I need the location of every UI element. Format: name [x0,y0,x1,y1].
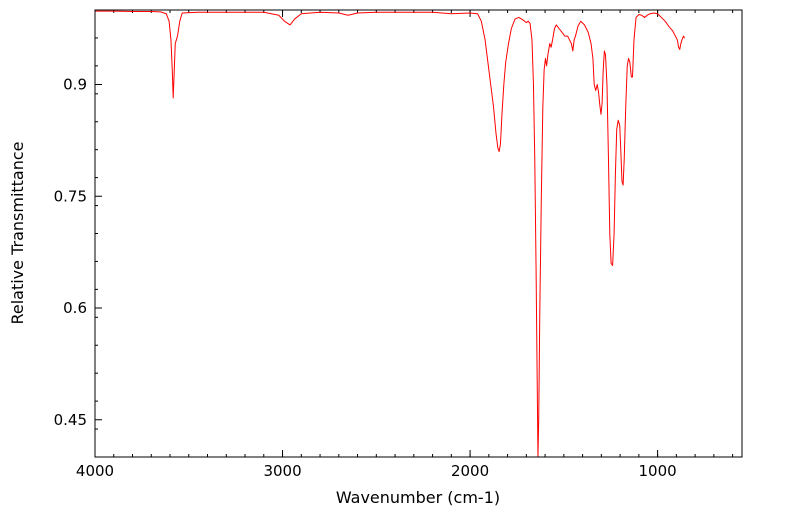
x-axis-title: Wavenumber (cm-1) [336,488,500,507]
y-tick-label: 0.9 [63,76,87,94]
x-tick-label: 4000 [76,462,114,480]
x-tick-label: 1000 [639,462,677,480]
spectrum-line [95,10,686,457]
y-tick-label: 0.75 [54,187,87,205]
y-tick-label: 0.45 [54,411,87,429]
y-tick-label: 0.6 [63,299,87,317]
x-tick-labels: 4000 3000 2000 1000 [76,462,677,480]
plot-frame [94,9,743,458]
x-tick-label: 2000 [451,462,489,480]
series-layer [95,10,686,457]
x-tick-label: 3000 [263,462,301,480]
y-axis-title: Relative Transmittance [8,141,27,324]
y-tick-labels: 0.9 0.75 0.6 0.45 [54,76,87,429]
plot-background [95,10,742,457]
